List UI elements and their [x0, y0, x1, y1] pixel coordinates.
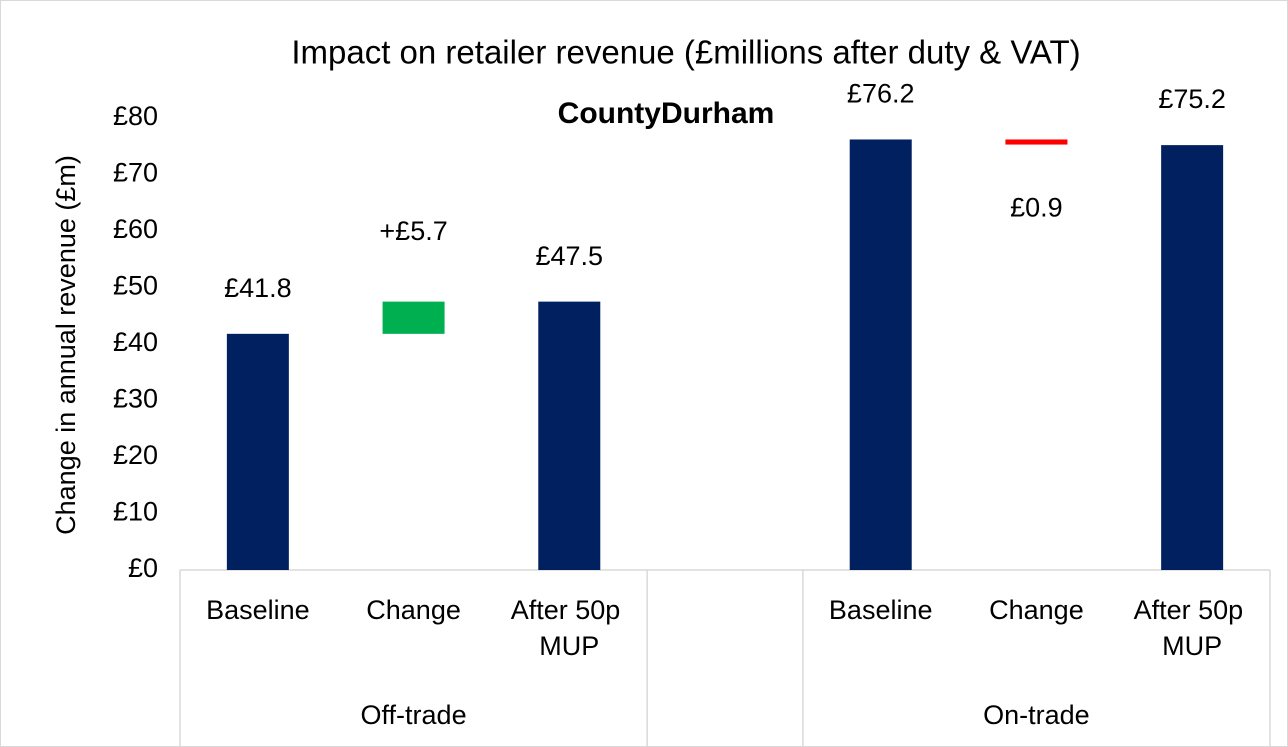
x-tick-label: Baseline	[206, 595, 310, 625]
bar	[382, 301, 445, 334]
y-tick-label: £40	[113, 327, 158, 357]
y-tick-label: £30	[113, 384, 158, 414]
x-tick-label: After 50p MUP	[511, 595, 628, 661]
y-tick-label: £80	[113, 101, 158, 131]
y-tick-label: £20	[113, 440, 158, 470]
data-label: £0.9	[1010, 193, 1063, 223]
y-tick-label: £70	[113, 158, 158, 188]
bar	[849, 139, 912, 570]
data-label: +£5.7	[379, 216, 447, 246]
data-label: £75.2	[1158, 84, 1226, 114]
x-tick-line: After 50p	[1134, 595, 1251, 625]
y-tick-label: £60	[113, 214, 158, 244]
data-label: £41.8	[224, 273, 292, 303]
x-tick-label: Change	[366, 595, 461, 625]
bar	[1161, 145, 1224, 570]
y-tick-label: £10	[113, 497, 158, 527]
x-tick-label: Baseline	[829, 595, 933, 625]
y-tick-label: £0	[128, 553, 158, 583]
x-tick-line: After 50p	[511, 595, 628, 625]
y-tick-label: £50	[113, 271, 158, 301]
y-axis-label: Change in annual revenue (£m)	[51, 155, 81, 535]
group-label: Off-trade	[361, 700, 467, 730]
chart-title: Impact on retailer revenue (£millions af…	[291, 34, 1080, 71]
x-tick-line: MUP	[539, 631, 599, 661]
x-tick-label: Change	[989, 595, 1084, 625]
bar	[226, 333, 289, 570]
bar	[1005, 139, 1068, 145]
group-label: On-trade	[983, 700, 1090, 730]
data-label: £76.2	[847, 79, 915, 109]
bar	[538, 301, 601, 570]
x-tick-label: After 50p MUP	[1134, 595, 1251, 661]
chart-subtitle: CountyDurham	[558, 97, 775, 130]
data-label: £47.5	[535, 241, 603, 271]
x-tick-line: MUP	[1162, 631, 1222, 661]
